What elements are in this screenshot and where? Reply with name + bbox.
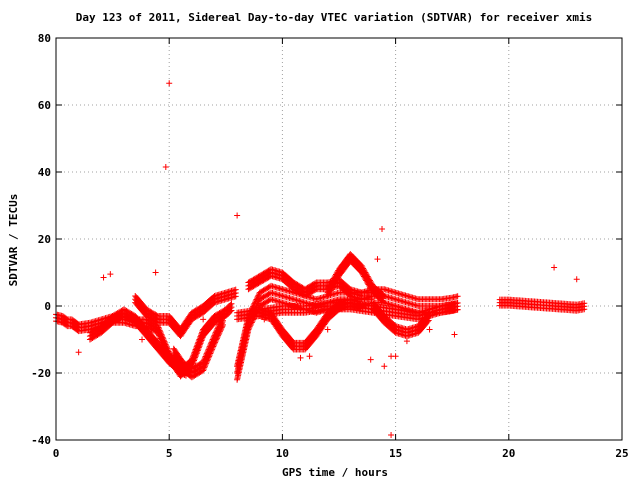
data-point: [380, 295, 387, 302]
data-point: [63, 318, 70, 325]
data-point: [264, 298, 271, 305]
axis-ticks: 0 5 10 15 20 25 -40 -20 0 20 40 60 80: [31, 32, 629, 460]
data-point: [246, 325, 253, 332]
data-point: [139, 336, 146, 343]
data-point: [581, 303, 588, 310]
data-point: [152, 269, 159, 276]
data-point: [454, 293, 461, 300]
data-points: [53, 80, 588, 438]
data-point: [153, 315, 160, 322]
data-point: [228, 304, 235, 311]
data-point: [551, 264, 558, 271]
data-point: [381, 363, 388, 370]
data-point: [265, 284, 272, 291]
data-point: [200, 316, 207, 323]
data-point: [261, 316, 268, 323]
data-point: [265, 291, 272, 298]
data-point: [248, 319, 255, 326]
data-point: [261, 293, 268, 300]
data-point: [367, 356, 374, 363]
chart-title: Day 123 of 2011, Sidereal Day-to-day VTE…: [76, 11, 593, 24]
data-point: [260, 294, 267, 301]
data-point: [264, 285, 271, 292]
data-point: [263, 292, 270, 299]
data-point: [263, 285, 270, 292]
data-point: [260, 300, 267, 307]
data-point: [454, 303, 461, 310]
data-point: [259, 294, 266, 301]
x-tick-label: 10: [276, 447, 289, 460]
data-point: [219, 319, 226, 326]
data-point: [306, 353, 313, 360]
data-point: [265, 297, 272, 304]
data-point: [196, 365, 203, 372]
data-point: [246, 323, 253, 330]
data-point: [258, 295, 265, 302]
data-point: [297, 354, 304, 361]
plot-frame: [55, 37, 623, 441]
data-point: [162, 163, 169, 170]
data-point: [374, 256, 381, 263]
data-point: [193, 367, 200, 374]
y-tick-label: -40: [31, 434, 51, 447]
data-point: [263, 299, 270, 306]
data-point: [258, 288, 265, 295]
data-point: [264, 291, 271, 298]
data-point: [256, 296, 263, 303]
data-point: [195, 366, 202, 373]
x-tick-label: 25: [615, 447, 628, 460]
data-point: [388, 431, 395, 438]
data-point: [261, 300, 268, 307]
data-point: [256, 289, 263, 296]
data-point: [232, 290, 239, 297]
data-point: [312, 283, 319, 290]
y-axis-label: SDTVAR / TECUs: [7, 194, 20, 287]
data-point: [255, 292, 262, 299]
data-point: [234, 212, 241, 219]
data-point: [388, 353, 395, 360]
data-point: [219, 317, 226, 324]
y-tick-label: 20: [38, 233, 51, 246]
y-tick-label: -20: [31, 367, 51, 380]
data-point: [100, 274, 107, 281]
data-point: [260, 287, 267, 294]
data-point: [248, 320, 255, 327]
data-point: [403, 338, 410, 345]
y-tick-label: 80: [38, 32, 51, 45]
x-tick-label: 20: [502, 447, 515, 460]
data-point: [191, 368, 198, 375]
data-point: [255, 299, 262, 306]
x-tick-label: 15: [389, 447, 402, 460]
data-point: [426, 326, 433, 333]
data-point: [188, 370, 195, 376]
x-axis-label: GPS time / hours: [282, 466, 388, 479]
data-point: [261, 286, 268, 293]
y-tick-label: 0: [44, 300, 51, 313]
data-point: [259, 301, 266, 308]
data-point: [324, 326, 331, 333]
data-point: [379, 225, 386, 232]
x-tick-label: 0: [53, 447, 60, 460]
y-tick-label: 60: [38, 99, 51, 112]
data-point: [107, 271, 114, 278]
data-point: [451, 331, 458, 338]
grid-lines: [56, 38, 622, 440]
data-point: [245, 326, 252, 333]
data-point: [247, 322, 254, 329]
data-point: [573, 276, 580, 283]
data-point: [190, 369, 197, 376]
data-point: [75, 349, 82, 356]
data-point: [166, 80, 173, 87]
data-point: [259, 288, 266, 295]
data-point: [192, 367, 199, 374]
x-tick-label: 5: [166, 447, 173, 460]
y-tick-label: 40: [38, 166, 51, 179]
